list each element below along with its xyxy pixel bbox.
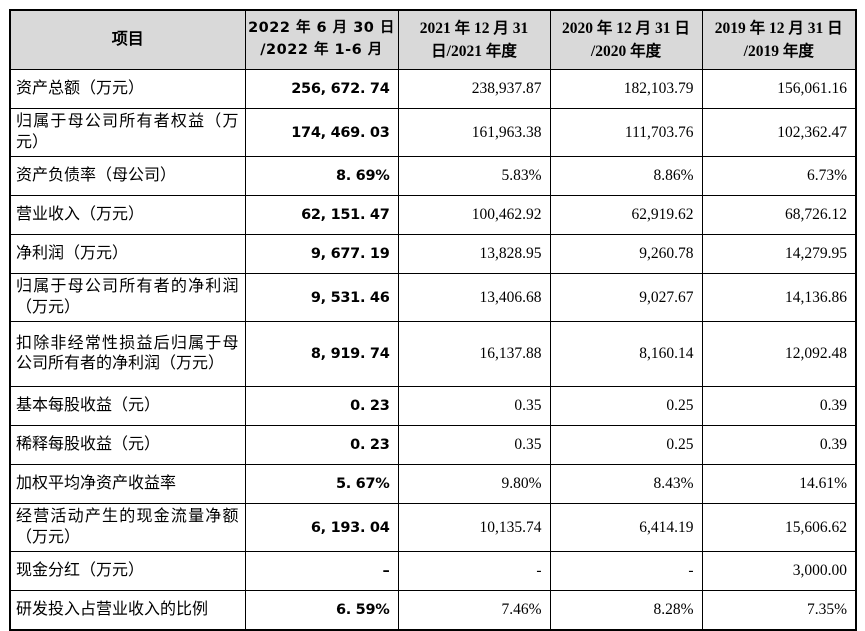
item-cell: 研发投入占营业收入的比例 (9, 590, 246, 631)
table-row: 基本每股收益（元） 0. 23 0.35 0.25 0.39 (9, 386, 857, 426)
value-cell: 15,606.62 (701, 503, 857, 552)
item-cell: 基本每股收益（元） (9, 386, 246, 426)
item-cell: 加权平均净资产收益率 (9, 464, 246, 504)
value-cell: 62,919.62 (549, 195, 703, 235)
value-cell: 111,703.76 (549, 108, 703, 157)
value-cell: 161,963.38 (397, 108, 551, 157)
value-cell: 8,160.14 (549, 321, 703, 387)
table-body: 资产总额（万元） 256, 672. 74 238,937.87 182,103.79… (9, 69, 857, 631)
header-line: 项目 (111, 31, 144, 48)
value-cell: 9, 531. 46 (244, 273, 399, 322)
value-cell: 9, 677. 19 (244, 234, 399, 274)
header-line: 2020 年 12 月 31 日 (562, 19, 690, 37)
header-line: 2022 年 6 月 30 日 (248, 20, 395, 37)
header-line: /2020 年度 (590, 43, 662, 60)
value-cell: 13,406.68 (397, 273, 551, 322)
value-cell: 102,362.47 (701, 108, 857, 157)
table-row: 资产总额（万元） 256, 672. 74 238,937.87 182,103.79… (9, 69, 857, 109)
value-cell: - (397, 551, 551, 591)
value-cell: 0.25 (549, 386, 703, 426)
item-cell: 资产总额（万元） (9, 69, 246, 109)
value-cell: 100,462.92 (397, 195, 551, 235)
header-line: /2022 年 1-6 月 (260, 42, 383, 58)
value-cell: 0.35 (397, 425, 551, 465)
value-cell: 0.35 (397, 386, 551, 426)
value-cell: 6.73% (701, 156, 857, 196)
table-row: 归属于母公司所有者的净利润（万元） 9, 531. 46 13,406.68 9,02… (9, 273, 857, 322)
value-cell: 6. 59% (244, 590, 399, 631)
value-cell: 14,136.86 (701, 273, 857, 322)
table-row: 资产负债率（母公司） 8. 69% 5.83% 8.86% 6.73% (9, 156, 857, 196)
value-cell: 5. 67% (244, 464, 399, 504)
value-cell: 5.83% (397, 156, 551, 196)
header-line: 2021 年 12 月 31 (419, 19, 529, 37)
header-line: 2019 年 12 月 31 日 (714, 19, 843, 37)
value-cell: 8.28% (549, 590, 703, 631)
value-cell: 12,092.48 (701, 321, 857, 387)
value-cell: 0.25 (549, 425, 703, 465)
value-cell: 238,937.87 (397, 69, 551, 109)
item-cell: 资产负债率（母公司） (9, 156, 246, 196)
table-row: 扣除非经常性损益后归属于母公司所有者的净利润（万元） 8, 919. 74 16,1… (9, 321, 857, 387)
item-cell: 现金分红（万元） (9, 551, 246, 591)
table-header-row: 项目 2022 年 6 月 30 日/2022 年 1-6 月 2021 年 12 … (9, 9, 857, 70)
value-cell: 3,000.00 (701, 551, 857, 591)
table-row: 研发投入占营业收入的比例 6. 59% 7.46% 8.28% 7.35% (9, 590, 857, 631)
value-cell: 9.80% (397, 464, 551, 504)
value-cell: 62, 151. 47 (244, 195, 399, 235)
item-cell: 净利润（万元） (9, 234, 246, 274)
value-cell: - (549, 551, 703, 591)
value-cell: 8.86% (549, 156, 703, 196)
table-row: 经营活动产生的现金流量净额（万元） 6, 193. 04 10,135.74 6,41… (9, 503, 857, 552)
table-row: 净利润（万元） 9, 677. 19 13,828.95 9,260.78 14,279… (9, 234, 857, 274)
value-cell: 256, 672. 74 (244, 69, 399, 109)
table-header: 项目 2022 年 6 月 30 日/2022 年 1-6 月 2021 年 12 … (9, 9, 857, 70)
value-cell: 8, 919. 74 (244, 321, 399, 387)
value-cell: 8.43% (549, 464, 703, 504)
value-cell: 6, 193. 04 (244, 503, 399, 552)
value-cell: 13,828.95 (397, 234, 551, 274)
value-cell: 182,103.79 (549, 69, 703, 109)
table-row: 归属于母公司所有者权益（万元） 174, 469. 03 161,963.38 111… (9, 108, 857, 157)
item-cell: 归属于母公司所有者权益（万元） (9, 108, 246, 157)
value-cell: 0. 23 (244, 386, 399, 426)
value-cell: 10,135.74 (397, 503, 551, 552)
value-cell: 0. 23 (244, 425, 399, 465)
header-line: /2019 年度 (743, 43, 814, 60)
value-cell: 68,726.12 (701, 195, 857, 235)
value-cell: 9,260.78 (549, 234, 703, 274)
value-cell: 174, 469. 03 (244, 108, 399, 157)
period-column-header: 2019 年 12 月 31 日/2019 年度 (701, 9, 857, 70)
table-row: 加权平均净资产收益率 5. 67% 9.80% 8.43% 14.61% (9, 464, 857, 504)
financial-summary-table: 项目 2022 年 6 月 30 日/2022 年 1-6 月 2021 年 12 … (9, 9, 857, 631)
value-cell: 7.46% (397, 590, 551, 631)
table-row: 现金分红（万元） – - -3,000.00 (9, 551, 857, 591)
item-cell: 归属于母公司所有者的净利润（万元） (9, 273, 246, 322)
header-line: 日/2021 年度 (431, 43, 517, 60)
period-column-header: 2020 年 12 月 31 日/2020 年度 (549, 9, 703, 70)
value-cell: 7.35% (701, 590, 857, 631)
value-cell: 6,414.19 (549, 503, 703, 552)
item-cell: 经营活动产生的现金流量净额（万元） (9, 503, 246, 552)
table-row: 营业收入（万元） 62, 151. 47 100,462.92 62,919.62 68… (9, 195, 857, 235)
period-column-header: 2022 年 6 月 30 日/2022 年 1-6 月 (244, 9, 399, 70)
value-cell: 9,027.67 (549, 273, 703, 322)
value-cell: 16,137.88 (397, 321, 551, 387)
item-cell: 营业收入（万元） (9, 195, 246, 235)
item-cell: 扣除非经常性损益后归属于母公司所有者的净利润（万元） (9, 321, 246, 387)
value-cell: 156,061.16 (701, 69, 857, 109)
value-cell: – (244, 551, 399, 591)
value-cell: 14,279.95 (701, 234, 857, 274)
value-cell: 0.39 (701, 425, 857, 465)
value-cell: 8. 69% (244, 156, 399, 196)
table-row: 稀释每股收益（元） 0. 23 0.35 0.25 0.39 (9, 425, 857, 465)
period-column-header: 2021 年 12 月 31 日/2021 年度 (397, 9, 551, 70)
value-cell: 0.39 (701, 386, 857, 426)
item-cell: 稀释每股收益（元） (9, 425, 246, 465)
value-cell: 14.61% (701, 464, 857, 504)
item-column-header: 项目 (9, 9, 246, 70)
